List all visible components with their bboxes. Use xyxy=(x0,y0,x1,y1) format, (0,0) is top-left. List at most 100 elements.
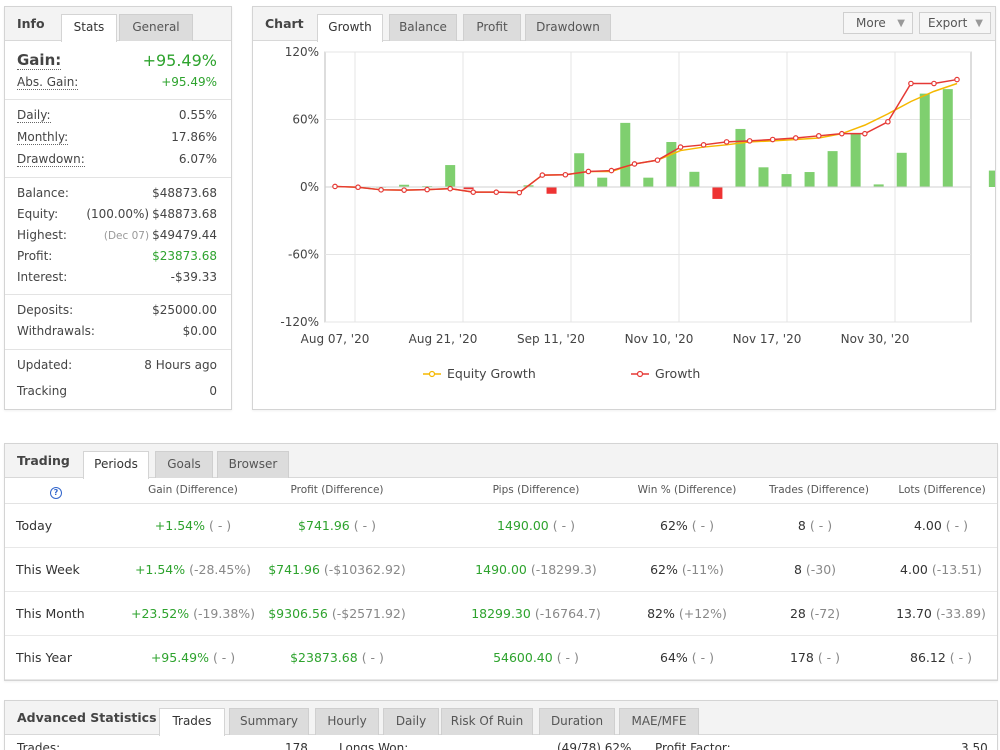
bar xyxy=(781,174,792,187)
divider xyxy=(5,503,997,504)
lots-cell: 4.00 (-13.51) xyxy=(851,562,1000,577)
y-tick-label: 60% xyxy=(292,113,319,127)
pips-cell: 54600.40 ( - ) xyxy=(446,650,626,665)
profit-label: Profit: xyxy=(17,249,53,263)
highest-value: $49479.44 xyxy=(152,228,217,242)
lots-difference: (-33.89) xyxy=(935,606,986,621)
growth-point xyxy=(424,186,430,193)
profit-row: Profit: $23873.68 xyxy=(17,249,217,269)
win-difference: (-11%) xyxy=(681,562,724,577)
equity-row: Equity: (100.00%) $48873.68 xyxy=(17,207,217,227)
profit-value: $741.96 xyxy=(298,518,350,533)
profit-factor-label: Profit Factor: xyxy=(655,741,731,750)
updated-value: 8 Hours ago xyxy=(144,358,217,372)
tab-trades[interactable]: Trades xyxy=(159,708,225,736)
trades-difference: (-30) xyxy=(805,562,837,577)
equity-percent: (100.00%) xyxy=(86,207,150,221)
tab-hourly[interactable]: Hourly xyxy=(315,708,379,735)
tab-drawdown[interactable]: Drawdown xyxy=(525,14,611,41)
tab-duration[interactable]: Duration xyxy=(539,708,615,735)
bar xyxy=(873,184,884,187)
x-tick-label: Nov 10, '20 xyxy=(625,332,694,346)
trades-cell: 8 (-30) xyxy=(725,562,905,577)
profit-difference: ( - ) xyxy=(353,518,376,533)
legend-marker xyxy=(428,370,436,378)
tab-general[interactable]: General xyxy=(119,14,193,41)
growth-point xyxy=(954,76,960,83)
info-title: Info xyxy=(17,16,45,31)
gain-label: Gain: xyxy=(17,51,62,70)
profit-difference: (-$2571.92) xyxy=(331,606,406,621)
trading-title: Trading xyxy=(17,453,70,468)
info-header: Info Stats General xyxy=(5,7,231,42)
chart-title: Chart xyxy=(265,16,304,31)
bar xyxy=(597,177,608,187)
tab-growth[interactable]: Growth xyxy=(317,14,383,42)
profit-factor-value: 3.50 xyxy=(961,741,988,750)
trades-cell: 28 (-72) xyxy=(725,606,905,621)
tab-balance[interactable]: Balance xyxy=(389,14,457,41)
daily-label: Daily: xyxy=(17,108,51,123)
gain-value: +23.52% xyxy=(130,606,190,621)
tab-mae-mfe[interactable]: MAE/MFE xyxy=(619,708,699,735)
col-trades-header: Trades (Difference) xyxy=(769,484,869,496)
pips-cell: 18299.30 (-16764.7) xyxy=(446,606,626,621)
profit-difference: ( - ) xyxy=(361,650,384,665)
tab-risk-of-ruin[interactable]: Risk Of Ruin xyxy=(441,708,533,735)
growth-point xyxy=(516,189,523,196)
tab-stats[interactable]: Stats xyxy=(61,14,117,42)
bar xyxy=(804,172,815,187)
tab-summary[interactable]: Summary xyxy=(229,708,309,735)
pips-cell: 1490.00 (-18299.3) xyxy=(446,562,626,577)
growth-point xyxy=(355,184,361,191)
growth-point xyxy=(862,130,868,137)
chart-panel: Chart Growth Balance Profit Drawdown Mor… xyxy=(252,6,996,410)
tab-periods[interactable]: Periods xyxy=(83,451,149,479)
tab-goals[interactable]: Goals xyxy=(155,451,213,478)
growth-point xyxy=(677,144,684,150)
divider xyxy=(5,294,231,295)
bar xyxy=(399,184,410,187)
pips-difference: ( - ) xyxy=(556,650,579,665)
export-dropdown[interactable]: Export ▼ xyxy=(919,12,991,34)
more-dropdown[interactable]: More ▼ xyxy=(843,12,913,34)
tab-browser[interactable]: Browser xyxy=(217,451,289,478)
win-cell: 64% ( - ) xyxy=(597,650,777,665)
drawdown-row: Drawdown: 6.07% xyxy=(17,152,217,172)
bar xyxy=(735,128,746,187)
trades-value: 178 xyxy=(285,741,308,750)
win-difference: ( - ) xyxy=(691,650,714,665)
monthly-row: Monthly: 17.86% xyxy=(17,130,217,150)
growth-point xyxy=(792,135,799,141)
trades-difference: ( - ) xyxy=(817,650,841,665)
growth-point xyxy=(631,161,638,167)
bar xyxy=(758,167,769,187)
tab-daily[interactable]: Daily xyxy=(383,708,439,735)
tab-profit[interactable]: Profit xyxy=(463,14,521,41)
trading-panel: Trading Periods Goals Browser ? Gain (Di… xyxy=(4,443,998,681)
pips-difference: ( - ) xyxy=(552,518,575,533)
profit-value: $741.96 xyxy=(268,562,320,577)
pips-value: 1490.00 xyxy=(497,518,549,533)
advanced-title: Advanced Statistics xyxy=(17,710,157,725)
tracking-label: Tracking xyxy=(17,384,67,398)
pips-value: 54600.40 xyxy=(493,650,553,665)
divider xyxy=(5,349,231,350)
x-tick-label: Nov 30, '20 xyxy=(841,332,910,346)
trades-value: 178 xyxy=(789,650,814,665)
win-difference: ( - ) xyxy=(691,518,714,533)
bar xyxy=(988,170,995,187)
updated-label: Updated: xyxy=(17,358,73,372)
help-icon[interactable]: ? xyxy=(50,487,62,499)
growth-point xyxy=(493,189,500,195)
y-tick-label: -60% xyxy=(288,248,319,262)
y-tick-label: 0% xyxy=(300,180,319,194)
deposits-label: Deposits: xyxy=(17,303,74,317)
table-row: This Year +95.49% ( - ) $23873.68 ( - ) 546… xyxy=(5,636,997,680)
gain-value: +1.54% xyxy=(134,562,186,577)
abs-gain-row: Abs. Gain: +95.49% xyxy=(17,75,217,95)
lots-value: 86.12 xyxy=(910,650,946,665)
withdrawals-value: $0.00 xyxy=(182,324,217,338)
tracking-row: Tracking 0 xyxy=(17,384,217,404)
win-value: 62% xyxy=(650,562,678,577)
